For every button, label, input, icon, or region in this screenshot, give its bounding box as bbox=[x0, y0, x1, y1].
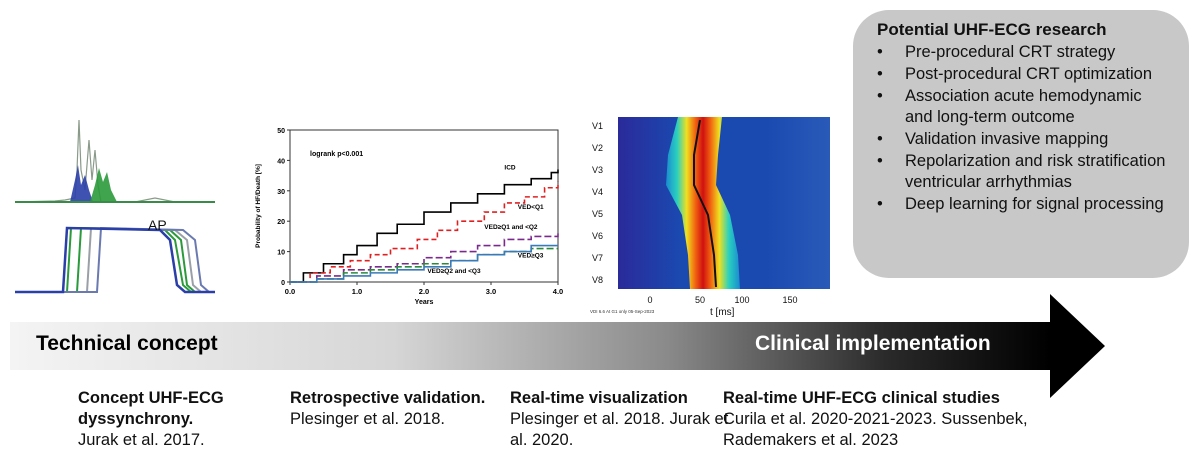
lead-label: V4 bbox=[592, 187, 603, 197]
research-item: Post-procedural CRT optimization bbox=[877, 64, 1173, 85]
series-label: VED≥Q3 bbox=[518, 253, 544, 260]
milestone-concept: Concept UHF-ECG dyssynchrony. Jurak et a… bbox=[78, 388, 278, 451]
x-tick-label: 4.0 bbox=[553, 287, 563, 296]
ecg-heatmap: V1 V2 V3 V4 V5 V6 V7 V8 0 50 100 150 t [ms] VDI 6.… bbox=[590, 117, 830, 318]
x-tick-label: 2.0 bbox=[419, 287, 429, 296]
milestone-realtime: Real-time visualization Plesinger et al.… bbox=[510, 388, 730, 451]
research-item: Deep learning for signal processing bbox=[877, 194, 1173, 215]
series-label: VED≥Q2 and <Q3 bbox=[427, 268, 481, 275]
heatmap-footnote: VDI 6.6 At G1 only 05-Sep-2023 bbox=[590, 309, 655, 314]
survival-chart: 0 10 20 30 40 50 0.0 1.0 2.0 3.0 4.0 Years Probabili… bbox=[255, 128, 563, 306]
lead-label: V3 bbox=[592, 165, 603, 175]
milestone-citation: Plesinger et al. 2018. Jurak et al. 2020… bbox=[510, 410, 729, 449]
lead-label: V2 bbox=[592, 143, 603, 153]
series-line bbox=[290, 169, 559, 283]
ap-signal-figure: AP bbox=[15, 119, 215, 294]
ap-label: AP bbox=[148, 217, 167, 233]
technical-concept-label: Technical concept bbox=[36, 332, 218, 355]
lead-label: V5 bbox=[592, 209, 603, 219]
series-label: VED<Q1 bbox=[518, 204, 544, 211]
lead-label: V1 bbox=[592, 121, 603, 131]
x-tick-label: 3.0 bbox=[486, 287, 496, 296]
milestone-heading: Retrospective validation. bbox=[290, 389, 486, 407]
milestone-heading: Real-time visualization bbox=[510, 389, 688, 407]
research-box: Potential UHF-ECG research Pre-procedura… bbox=[853, 10, 1189, 278]
milestone-citation: Plesinger et al. 2018. bbox=[290, 410, 446, 428]
y-tick-label: 0 bbox=[281, 280, 285, 287]
research-item: Association acute hemodynamic and long-t… bbox=[877, 86, 1173, 128]
y-tick-label: 10 bbox=[277, 250, 285, 257]
time-tick-label: 100 bbox=[734, 295, 749, 305]
x-tick-label: 1.0 bbox=[352, 287, 362, 296]
y-axis-label: Probability of HF/Death [%] bbox=[255, 164, 262, 248]
time-tick-label: 0 bbox=[647, 295, 652, 305]
research-list: Pre-procedural CRT strategy Post-procedu… bbox=[877, 42, 1173, 215]
research-item: Repolarization and risk stratification v… bbox=[877, 151, 1173, 193]
y-tick-label: 40 bbox=[277, 158, 285, 165]
milestone-heading: Concept UHF-ECG dyssynchrony. bbox=[78, 389, 224, 428]
y-tick-label: 30 bbox=[277, 189, 285, 196]
series-line bbox=[290, 244, 558, 283]
time-tick-label: 150 bbox=[782, 295, 797, 305]
milestone-retrospective: Retrospective validation. Plesinger et a… bbox=[290, 388, 490, 430]
y-tick-label: 20 bbox=[277, 219, 285, 226]
milestone-citation: Curila et al. 2020-2021-2023. Sussenbek,… bbox=[723, 410, 1028, 449]
heatmap-xlabel: t [ms] bbox=[710, 307, 735, 318]
clinical-implementation-label: Clinical implementation bbox=[755, 332, 991, 355]
research-item: Pre-procedural CRT strategy bbox=[877, 42, 1173, 63]
time-tick-label: 50 bbox=[695, 295, 705, 305]
lead-label: V8 bbox=[592, 275, 603, 285]
research-item: Validation invasive mapping bbox=[877, 129, 1173, 150]
y-tick-label: 50 bbox=[277, 128, 285, 135]
research-title: Potential UHF-ECG research bbox=[877, 20, 1107, 39]
series-label: VED≥Q1 and <Q2 bbox=[484, 224, 538, 231]
lead-label: V6 bbox=[592, 231, 603, 241]
x-tick-label: 0.0 bbox=[285, 287, 295, 296]
x-axis-label: Years bbox=[415, 299, 434, 306]
logrank-annotation: logrank p<0.001 bbox=[310, 151, 363, 158]
series-label: ICD bbox=[504, 165, 516, 172]
lead-label: V7 bbox=[592, 253, 603, 263]
timeline-arrow bbox=[10, 294, 1105, 398]
milestone-heading: Real-time UHF-ECG clinical studies bbox=[723, 389, 1000, 407]
milestone-clinical: Real-time UHF-ECG clinical studies Curil… bbox=[723, 388, 1043, 451]
milestone-citation: Jurak et al. 2017. bbox=[78, 431, 205, 449]
heatmap-center-line bbox=[693, 119, 717, 288]
